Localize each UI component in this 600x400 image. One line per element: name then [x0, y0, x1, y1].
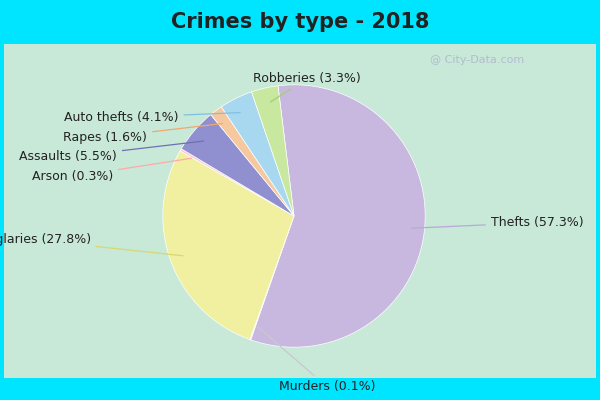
Wedge shape [180, 149, 294, 216]
Wedge shape [221, 92, 294, 216]
Text: Robberies (3.3%): Robberies (3.3%) [253, 72, 361, 102]
Bar [4, 44, 596, 378]
Text: Burglaries (27.8%): Burglaries (27.8%) [0, 233, 183, 256]
Text: Assaults (5.5%): Assaults (5.5%) [19, 141, 204, 164]
Text: Murders (0.1%): Murders (0.1%) [257, 327, 375, 393]
Wedge shape [251, 85, 425, 347]
Wedge shape [211, 107, 294, 216]
Wedge shape [163, 151, 294, 340]
Wedge shape [250, 216, 294, 340]
Text: Thefts (57.3%): Thefts (57.3%) [412, 216, 583, 229]
Text: Auto thefts (4.1%): Auto thefts (4.1%) [64, 111, 240, 124]
Text: @ City-Data.com: @ City-Data.com [430, 55, 524, 65]
Wedge shape [251, 86, 294, 216]
Text: Rapes (1.6%): Rapes (1.6%) [63, 124, 223, 144]
Text: Arson (0.3%): Arson (0.3%) [32, 158, 191, 183]
Text: Crimes by type - 2018: Crimes by type - 2018 [171, 12, 429, 32]
Wedge shape [181, 115, 294, 216]
